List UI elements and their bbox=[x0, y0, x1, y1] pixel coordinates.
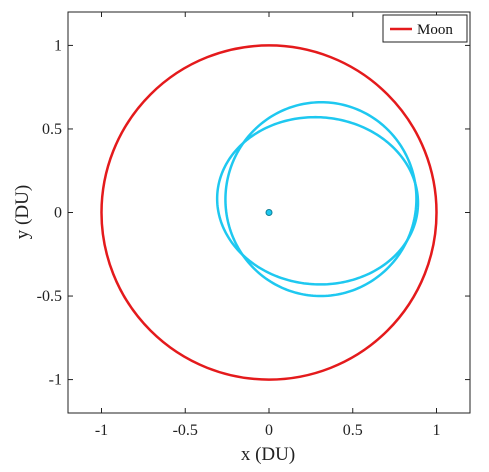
x-tick-label: 1 bbox=[433, 422, 441, 439]
series-layer bbox=[100, 44, 438, 381]
y-axis-label: y (DU) bbox=[12, 185, 33, 239]
legend: Moon bbox=[382, 14, 468, 43]
ticks-layer: -1 -0.5 0 0.5 1 -1 -0.5 0 0.5 1 bbox=[37, 12, 470, 439]
y-tick-label: -0.5 bbox=[37, 288, 62, 305]
y-tick-label: -1 bbox=[49, 372, 62, 389]
y-tick-label: 0 bbox=[54, 205, 62, 222]
spacecraft-orbit-loop-1 bbox=[215, 115, 420, 286]
central-body-marker bbox=[265, 209, 273, 216]
x-axis-label: x (DU) bbox=[241, 444, 295, 465]
x-tick-label: -1 bbox=[95, 422, 108, 439]
spacecraft-orbit-loop-2 bbox=[224, 100, 418, 298]
x-tick-label: 0 bbox=[265, 422, 273, 439]
y-tick-label: 1 bbox=[54, 37, 62, 54]
legend-label-moon: Moon bbox=[417, 22, 453, 38]
moon-orbit-line bbox=[100, 44, 438, 381]
x-tick-label: -0.5 bbox=[173, 422, 198, 439]
y-tick-label: 0.5 bbox=[42, 121, 62, 138]
x-tick-label: 0.5 bbox=[343, 422, 363, 439]
